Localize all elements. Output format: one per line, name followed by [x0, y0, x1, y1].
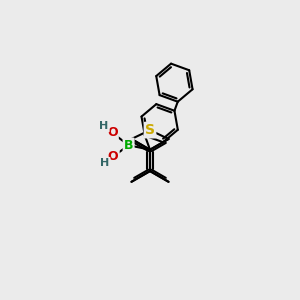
- Text: B: B: [124, 139, 133, 152]
- Text: H: H: [100, 158, 110, 168]
- Text: S: S: [145, 123, 155, 137]
- Text: H: H: [99, 121, 109, 131]
- Text: O: O: [107, 126, 118, 139]
- Text: O: O: [108, 150, 118, 163]
